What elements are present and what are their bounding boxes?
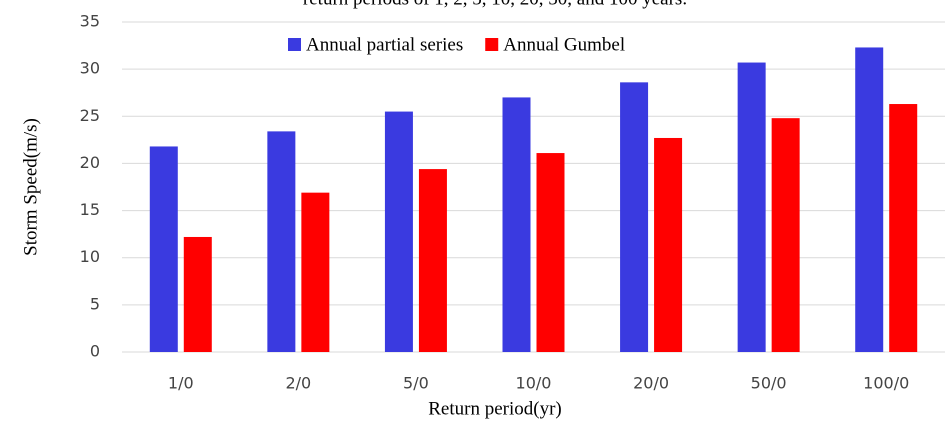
chart-title: return periods of 1, 2, 5, 10, 20, 50, a… <box>303 0 687 9</box>
bar <box>384 111 413 352</box>
x-tick-label: 1/0 <box>168 374 194 393</box>
y-tick-label: 25 <box>80 106 100 125</box>
bar <box>889 104 918 353</box>
legend-swatch <box>288 38 301 51</box>
legend-swatch <box>485 38 499 51</box>
bar <box>149 146 178 352</box>
bar <box>536 153 565 352</box>
y-tick-label: 0 <box>90 342 100 361</box>
y-tick-label: 10 <box>80 247 100 266</box>
legend-label: Annual partial series <box>306 34 463 55</box>
bar <box>502 97 531 352</box>
y-tick-label: 35 <box>80 12 100 31</box>
bar <box>654 137 683 352</box>
x-tick-label: 100/0 <box>863 374 909 393</box>
y-tick-label: 30 <box>80 59 100 78</box>
bar <box>855 47 884 352</box>
bar <box>301 192 330 352</box>
bar <box>737 62 766 353</box>
bar <box>183 236 212 352</box>
x-tick-label: 50/0 <box>751 374 787 393</box>
y-tick-label: 20 <box>80 153 100 172</box>
x-tick-label: 5/0 <box>403 374 429 393</box>
legend-label: Annual Gumbel <box>503 34 625 55</box>
y-axis-title: Storm Speed(m/s) <box>20 118 41 256</box>
x-tick-label: 10/0 <box>516 374 552 393</box>
y-tick-label: 15 <box>80 200 100 219</box>
y-tick-label: 5 <box>90 294 100 313</box>
x-tick-label: 2/0 <box>285 374 311 393</box>
x-tick-label: 20/0 <box>633 374 669 393</box>
x-axis-title: Return period(yr) <box>428 398 561 419</box>
bar <box>620 82 649 352</box>
bar <box>267 131 296 352</box>
bar <box>418 169 447 352</box>
bar <box>771 118 800 353</box>
